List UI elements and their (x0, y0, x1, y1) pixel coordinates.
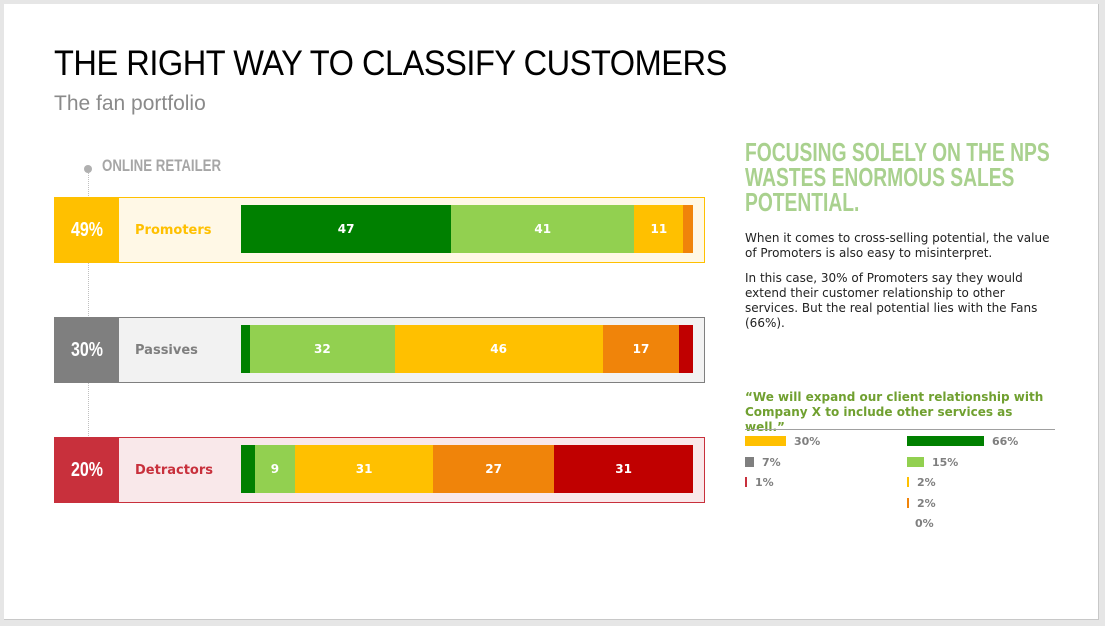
legend-swatch (907, 498, 909, 508)
legend-swatch (745, 436, 786, 446)
bar-segment: 31 (554, 445, 693, 493)
legend-swatch (907, 436, 984, 446)
legend-swatch (745, 457, 754, 467)
legend-item: 30% (745, 435, 820, 448)
legend-item: 1% (745, 476, 774, 489)
legend-item: 2% (907, 497, 936, 510)
row-promoters: 49% Promoters 47 41 11 (54, 197, 705, 263)
bar-segment (241, 325, 251, 373)
panel-quote: “We will expand our client relationship … (745, 390, 1044, 434)
slide-subtitle: The fan portfolio (54, 92, 206, 115)
timeline-line (88, 170, 89, 448)
promoters-label: Promoters (135, 222, 212, 238)
slide-title: THE RIGHT WAY TO CLASSIFY CUSTOMERS (54, 44, 727, 83)
group-label: ONLINE RETAILER (102, 156, 222, 175)
bar-segment: 9 (254, 445, 296, 493)
panel-heading: FOCUSING SOLELY ON THE NPS WASTES ENORMO… (745, 137, 1050, 217)
legend-swatch (745, 477, 747, 487)
legend-item: 15% (907, 456, 958, 469)
bar-segment (683, 205, 693, 253)
row-detractors: 20% Detractors 9 31 27 31 (54, 437, 705, 503)
bar-segment: 32 (250, 325, 395, 373)
bar-segment: 11 (634, 205, 684, 253)
row-passives: 30% Passives 32 46 17 (54, 317, 705, 383)
legend-swatch (907, 477, 909, 487)
legend-swatch (907, 457, 924, 467)
bar-segment: 31 (295, 445, 434, 493)
bar-segment: 47 (241, 205, 452, 253)
passives-bar: 32 46 17 (241, 325, 693, 373)
slide: THE RIGHT WAY TO CLASSIFY CUSTOMERS The … (4, 4, 1099, 620)
legend-item: 66% (907, 435, 1018, 448)
promoters-pct: 49% (55, 198, 119, 262)
bar-segment: 41 (451, 205, 635, 253)
detractors-bar: 9 31 27 31 (241, 445, 693, 493)
promoters-bar: 47 41 11 (241, 205, 693, 253)
passives-label: Passives (135, 342, 198, 358)
legend-item: 0% (915, 516, 934, 530)
bar-segment: 27 (433, 445, 555, 493)
panel-paragraph-2: In this case, 30% of Promoters say they … (745, 271, 1038, 330)
timeline-dot-icon (84, 165, 92, 173)
bar-segment: 46 (394, 325, 603, 373)
bar-segment: 17 (602, 325, 680, 373)
panel-paragraph-1: When it comes to cross-selling potential… (745, 231, 1050, 260)
bar-segment (679, 325, 693, 373)
divider (745, 429, 1055, 430)
legend-item: 7% (745, 456, 781, 469)
passives-pct: 30% (55, 318, 119, 382)
detractors-pct: 20% (55, 438, 119, 502)
legend-item: 2% (907, 476, 936, 489)
detractors-label: Detractors (135, 462, 214, 478)
bar-segment (241, 445, 255, 493)
